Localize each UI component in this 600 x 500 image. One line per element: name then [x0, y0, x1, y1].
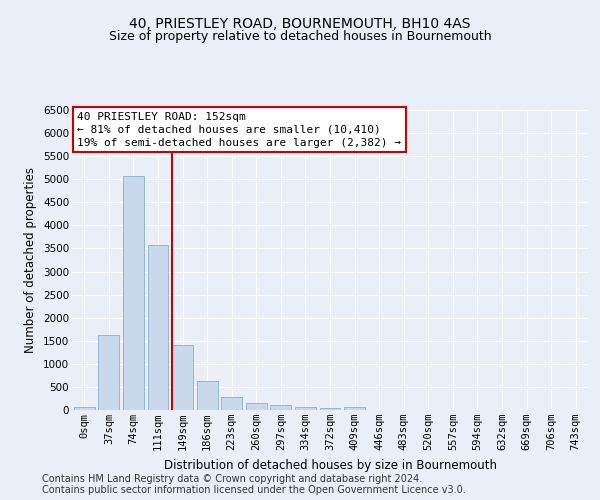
Bar — [246, 404, 267, 410]
X-axis label: Distribution of detached houses by size in Bournemouth: Distribution of detached houses by size … — [163, 458, 497, 471]
Bar — [197, 382, 218, 410]
Text: 40, PRIESTLEY ROAD, BOURNEMOUTH, BH10 4AS: 40, PRIESTLEY ROAD, BOURNEMOUTH, BH10 4A… — [129, 18, 471, 32]
Text: Contains HM Land Registry data © Crown copyright and database right 2024.: Contains HM Land Registry data © Crown c… — [42, 474, 422, 484]
Y-axis label: Number of detached properties: Number of detached properties — [25, 167, 37, 353]
Bar — [320, 408, 340, 410]
Bar — [74, 406, 95, 410]
Bar — [148, 245, 169, 410]
Bar — [295, 406, 316, 410]
Text: 40 PRIESTLEY ROAD: 152sqm
← 81% of detached houses are smaller (10,410)
19% of s: 40 PRIESTLEY ROAD: 152sqm ← 81% of detac… — [77, 112, 401, 148]
Text: Contains public sector information licensed under the Open Government Licence v3: Contains public sector information licen… — [42, 485, 466, 495]
Bar — [271, 406, 292, 410]
Bar — [344, 406, 365, 410]
Bar — [172, 345, 193, 410]
Text: Size of property relative to detached houses in Bournemouth: Size of property relative to detached ho… — [109, 30, 491, 43]
Bar — [123, 176, 144, 410]
Bar — [98, 335, 119, 410]
Bar — [221, 396, 242, 410]
